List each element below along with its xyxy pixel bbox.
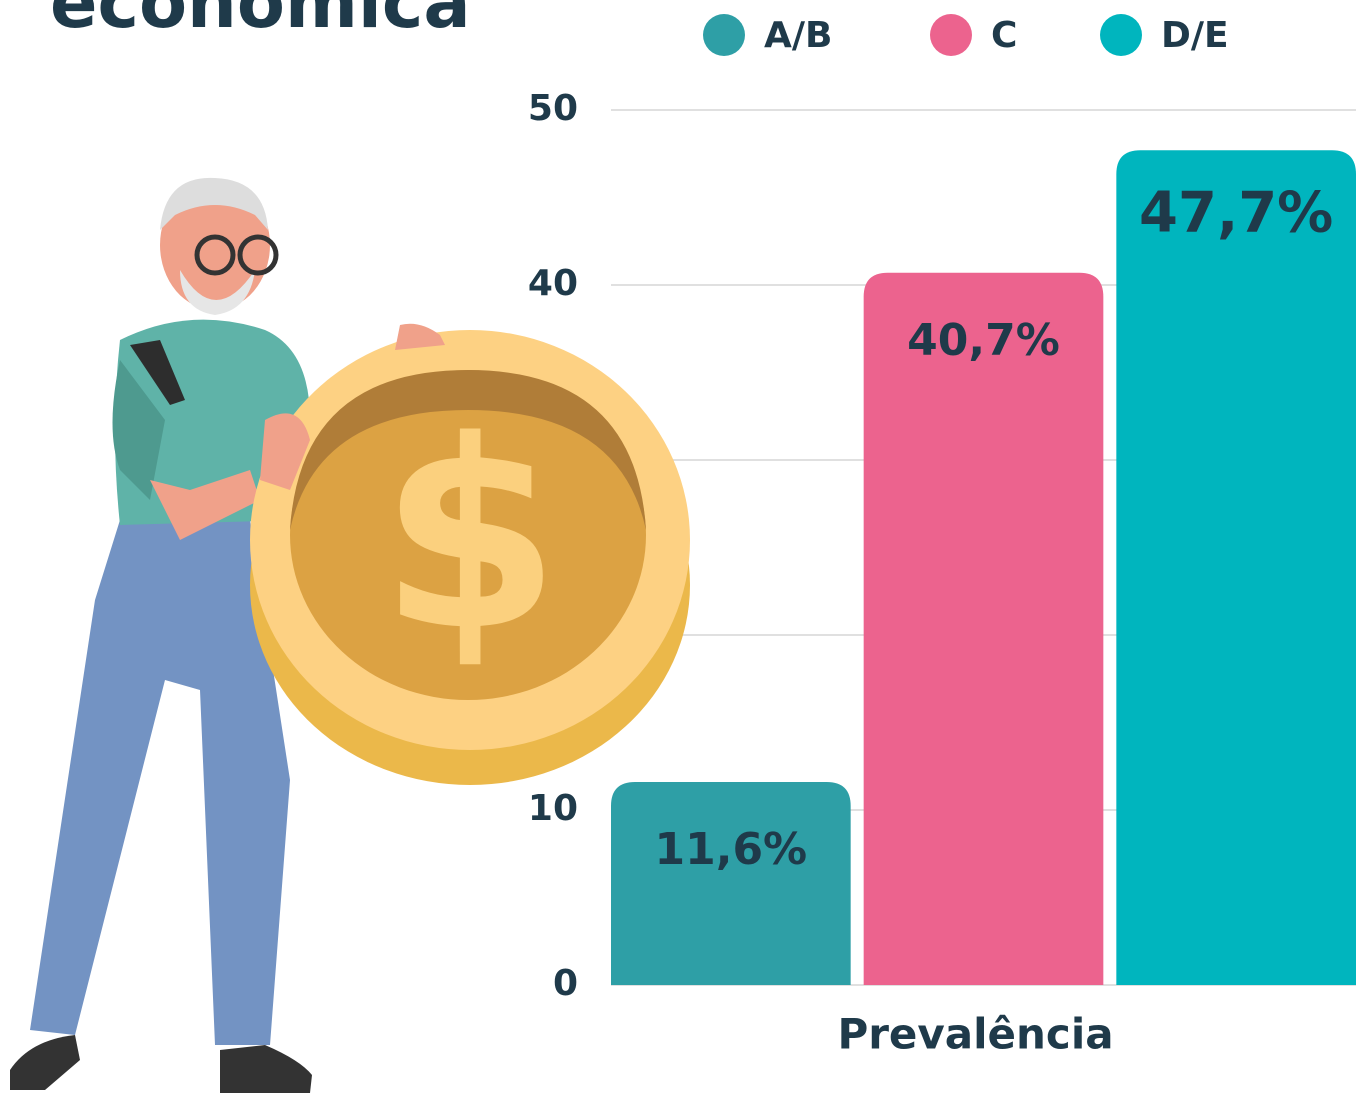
value-label: 40,7%	[907, 315, 1060, 366]
bar	[611, 782, 851, 985]
y-tick-label: 10	[528, 788, 578, 829]
chart: econômica 01020304050A/BCD/E11,6%40,7%47…	[0, 0, 1359, 1093]
dollar-sign: $	[380, 386, 561, 688]
legend-label: C	[991, 15, 1017, 56]
value-label: 47,7%	[1139, 180, 1333, 245]
legend-marker	[703, 14, 745, 56]
legend-marker	[1100, 14, 1142, 56]
y-tick-label: 50	[528, 88, 578, 129]
chart-title: econômica	[50, 0, 471, 44]
bar	[1116, 150, 1356, 985]
x-tick-label: Prevalência	[837, 1010, 1113, 1059]
y-tick-label: 0	[553, 963, 578, 1004]
y-tick-label: 40	[528, 263, 578, 304]
legend-label: A/B	[764, 15, 832, 56]
illustration: $	[10, 178, 690, 1093]
legend-label: D/E	[1161, 15, 1229, 56]
value-label: 11,6%	[655, 824, 808, 875]
legend-marker	[930, 14, 972, 56]
bar	[864, 273, 1104, 985]
